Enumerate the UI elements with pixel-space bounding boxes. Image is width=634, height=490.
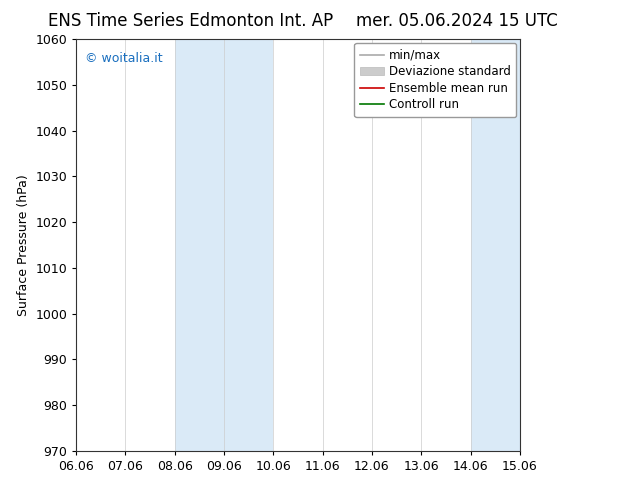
Bar — [470, 39, 520, 451]
Bar — [175, 39, 224, 451]
Legend: min/max, Deviazione standard, Ensemble mean run, Controll run: min/max, Deviazione standard, Ensemble m… — [354, 43, 516, 117]
Text: mer. 05.06.2024 15 UTC: mer. 05.06.2024 15 UTC — [356, 12, 557, 30]
Text: ENS Time Series Edmonton Int. AP: ENS Time Series Edmonton Int. AP — [48, 12, 333, 30]
Bar — [224, 39, 273, 451]
Text: © woitalia.it: © woitalia.it — [85, 51, 162, 65]
Y-axis label: Surface Pressure (hPa): Surface Pressure (hPa) — [16, 174, 30, 316]
Bar — [520, 39, 545, 451]
